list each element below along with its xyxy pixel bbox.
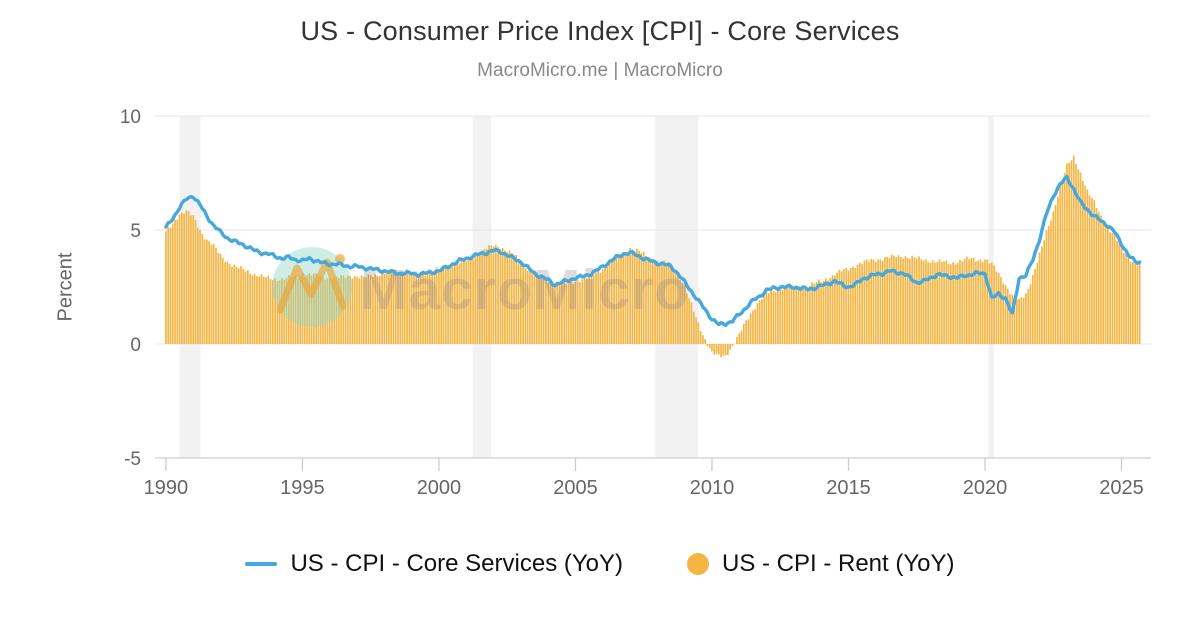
svg-text:2010: 2010 <box>690 477 735 499</box>
svg-text:2015: 2015 <box>826 477 871 499</box>
x-axis: 1990 1995 2000 2005 2010 2015 2020 2025 <box>144 458 1144 499</box>
legend-item-core-services[interactable]: US - CPI - Core Services (YoY) <box>245 550 623 578</box>
chart-title: US - Consumer Price Index [CPI] - Core S… <box>300 16 900 46</box>
svg-text:MacroMicro: MacroMicro <box>360 258 690 322</box>
svg-text:2025: 2025 <box>1099 477 1144 499</box>
svg-text:2005: 2005 <box>553 477 598 499</box>
svg-text:2020: 2020 <box>963 477 1008 499</box>
legend: US - CPI - Core Services (YoY) US - CPI … <box>0 550 1200 578</box>
legend-label-rent: US - CPI - Rent (YoY) <box>722 550 955 577</box>
svg-text:2000: 2000 <box>417 477 462 499</box>
dot-swatch-icon <box>687 553 709 575</box>
watermark: MacroMicro <box>272 247 690 327</box>
svg-text:0: 0 <box>130 335 141 356</box>
svg-text:-5: -5 <box>124 449 141 470</box>
line-swatch-icon <box>245 562 278 566</box>
svg-text:1990: 1990 <box>144 477 189 499</box>
legend-item-rent[interactable]: US - CPI - Rent (YoY) <box>687 550 955 578</box>
core-services-line-series <box>164 174 1142 328</box>
legend-label-core-services: US - CPI - Core Services (YoY) <box>290 550 623 577</box>
svg-text:5: 5 <box>130 221 141 242</box>
chart-subtitle: MacroMicro.me | MacroMicro <box>477 60 723 81</box>
svg-text:10: 10 <box>120 107 141 128</box>
svg-text:1995: 1995 <box>280 477 325 499</box>
rent-bars-series <box>165 155 1141 358</box>
y-axis: 10 5 0 -5 <box>120 107 141 470</box>
